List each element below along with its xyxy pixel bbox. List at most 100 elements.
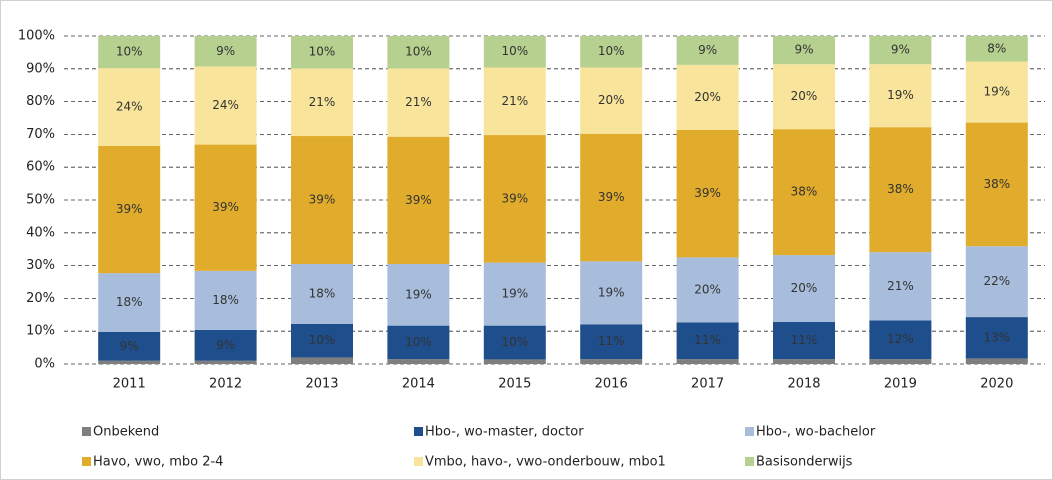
legend-label: Hbo-, wo-master, doctor bbox=[425, 425, 584, 440]
data-label: 10% bbox=[405, 335, 432, 349]
bar-segment bbox=[291, 68, 353, 137]
data-label: 8% bbox=[987, 41, 1006, 55]
y-tick-label: 0% bbox=[34, 357, 55, 372]
bar-segment bbox=[965, 122, 1028, 247]
data-label: 39% bbox=[694, 186, 721, 200]
data-label: 11% bbox=[598, 334, 625, 348]
data-label: 9% bbox=[794, 43, 813, 57]
bar-segment bbox=[869, 127, 932, 253]
data-label: 19% bbox=[598, 285, 625, 299]
data-label: 9% bbox=[891, 43, 910, 57]
bar-segment bbox=[676, 64, 739, 130]
bar-segment bbox=[483, 262, 546, 326]
bar-segment bbox=[194, 329, 257, 361]
legend-swatch bbox=[745, 457, 754, 466]
y-tick-label: 80% bbox=[26, 94, 55, 109]
bar-segment bbox=[676, 359, 739, 364]
bar-segment bbox=[580, 324, 643, 360]
bar-segment bbox=[483, 325, 546, 360]
y-tick-label: 40% bbox=[26, 225, 55, 240]
bar-segment bbox=[676, 36, 739, 65]
bar-segment bbox=[676, 322, 739, 360]
bar-segment bbox=[965, 358, 1028, 364]
data-label: 10% bbox=[405, 45, 432, 59]
bar-segment bbox=[98, 145, 161, 274]
bar-segment bbox=[773, 129, 835, 256]
bar-segment bbox=[773, 255, 835, 323]
bar-segment bbox=[194, 360, 257, 364]
data-label: 11% bbox=[694, 333, 721, 347]
bar-segment bbox=[291, 263, 353, 324]
data-label: 13% bbox=[983, 330, 1010, 344]
data-label: 20% bbox=[694, 282, 721, 296]
data-label: 20% bbox=[694, 90, 721, 104]
bar-segment bbox=[387, 136, 450, 264]
legend-swatch bbox=[82, 457, 91, 466]
bar-segment bbox=[773, 36, 835, 65]
legend-label: Vmbo, havo-, vwo-onderbouw, mbo1 bbox=[425, 455, 666, 470]
data-label: 11% bbox=[791, 333, 818, 347]
x-tick-label: 2016 bbox=[595, 377, 628, 392]
x-tick-label: 2012 bbox=[209, 377, 242, 392]
data-label: 10% bbox=[501, 335, 528, 349]
bar-segment bbox=[483, 36, 546, 68]
x-tick-label: 2013 bbox=[305, 377, 338, 392]
x-tick-label: 2018 bbox=[787, 377, 820, 392]
data-label: 21% bbox=[501, 94, 528, 108]
bar-segment bbox=[580, 359, 643, 364]
bar-segment bbox=[965, 317, 1028, 359]
data-label: 10% bbox=[501, 44, 528, 58]
data-label: 9% bbox=[216, 44, 235, 58]
data-label: 39% bbox=[212, 200, 239, 214]
x-tick-label: 2014 bbox=[402, 377, 435, 392]
bar-segment bbox=[869, 36, 932, 65]
x-tick-label: 2011 bbox=[113, 377, 146, 392]
bar-segment bbox=[676, 129, 739, 258]
data-label: 20% bbox=[598, 93, 625, 107]
data-label: 38% bbox=[983, 177, 1010, 191]
legend-label: Basisonderwijs bbox=[756, 455, 853, 470]
bar-segment bbox=[773, 359, 835, 364]
data-label: 10% bbox=[598, 44, 625, 58]
x-tick-label: 2019 bbox=[884, 377, 917, 392]
bar-segment bbox=[387, 68, 450, 137]
bar-segment bbox=[98, 360, 161, 364]
bar-segment bbox=[580, 261, 643, 325]
legend-swatch bbox=[745, 427, 754, 436]
bar-segment bbox=[869, 64, 932, 128]
bar-segment bbox=[291, 323, 353, 358]
bar-segment bbox=[194, 36, 257, 67]
data-label: 20% bbox=[791, 89, 818, 103]
data-label: 39% bbox=[598, 190, 625, 204]
data-label: 21% bbox=[405, 95, 432, 109]
bar-segment bbox=[194, 66, 257, 145]
bar-segment bbox=[194, 270, 257, 330]
bar-segment bbox=[483, 67, 546, 136]
y-tick-label: 50% bbox=[26, 193, 55, 208]
data-label: 39% bbox=[116, 202, 143, 216]
bar-segment bbox=[869, 320, 932, 360]
bar-segment bbox=[869, 252, 932, 321]
bar-segment bbox=[98, 273, 161, 332]
bar-segment bbox=[965, 246, 1028, 318]
data-label: 38% bbox=[791, 185, 818, 199]
data-label: 21% bbox=[887, 279, 914, 293]
bar-segment bbox=[483, 135, 546, 263]
legend-swatch bbox=[414, 427, 423, 436]
bar-segment bbox=[194, 144, 257, 271]
bar-segment bbox=[98, 331, 161, 361]
bar-segment bbox=[965, 61, 1028, 123]
legend-label: Havo, vwo, mbo 2-4 bbox=[93, 455, 223, 470]
y-tick-label: 60% bbox=[26, 160, 55, 175]
bar-segment bbox=[98, 68, 161, 146]
legend-swatch bbox=[414, 457, 423, 466]
data-label: 20% bbox=[791, 281, 818, 295]
y-tick-label: 70% bbox=[26, 127, 55, 142]
data-label: 19% bbox=[405, 287, 432, 301]
bar-segment bbox=[291, 136, 353, 264]
data-label: 18% bbox=[309, 286, 336, 300]
data-label: 39% bbox=[309, 193, 336, 207]
bar-segment bbox=[483, 359, 546, 364]
legend-swatch bbox=[82, 427, 91, 436]
